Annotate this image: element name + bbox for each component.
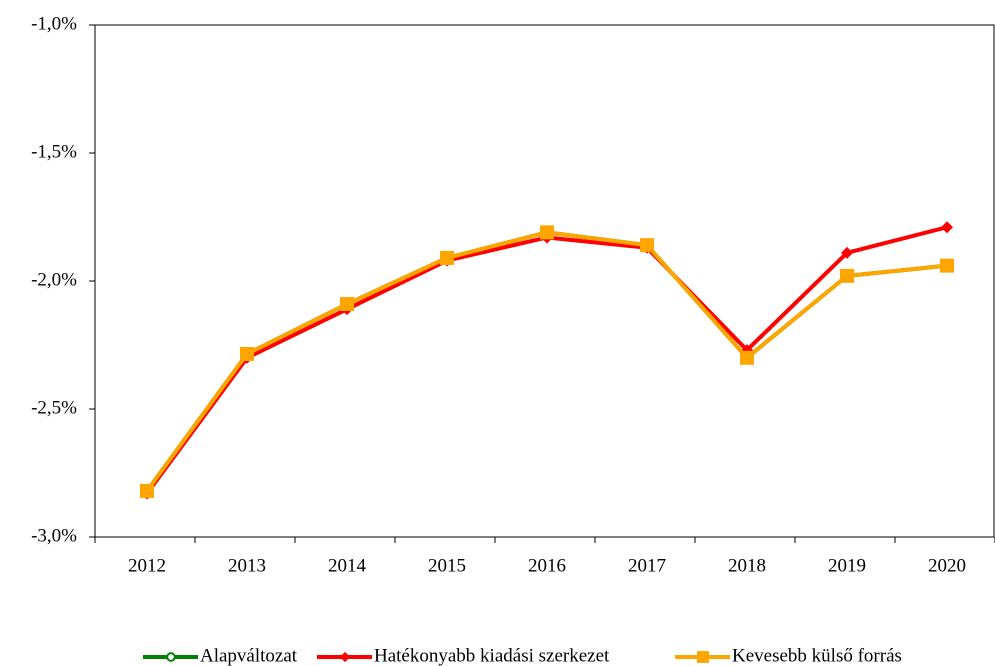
series — [141, 221, 953, 500]
marker — [841, 246, 853, 259]
line — [145, 225, 948, 495]
x-tick-label: 2018 — [728, 555, 766, 576]
legend-item: Kevesebb külső forrás — [675, 645, 902, 666]
y-tick-label: -1,0% — [31, 13, 77, 34]
marker — [640, 238, 654, 253]
legend-label: Kevesebb külső forrás — [732, 645, 902, 666]
legend-marker — [697, 651, 709, 663]
y-tick-label: -2,5% — [31, 397, 77, 418]
legend-item: Alapváltozat — [143, 645, 298, 666]
x-tick-label: 2019 — [828, 555, 866, 576]
x-tick-label: 2015 — [428, 555, 466, 576]
x-tick-label: 2016 — [528, 555, 566, 576]
legend-item: Hatékonyabb kiadási szerkezet — [317, 645, 610, 666]
legend-label: Hatékonyabb kiadási szerkezet — [374, 645, 610, 666]
x-tick-label: 2012 — [128, 555, 166, 576]
x-tick-label: 2014 — [328, 555, 367, 576]
legend-label: Alapváltozat — [200, 645, 298, 666]
marker — [240, 346, 254, 361]
marker — [941, 221, 953, 234]
x-tick-label: 2017 — [628, 555, 666, 576]
y-tick-label: -1,5% — [31, 141, 77, 162]
marker — [340, 297, 354, 312]
legend-marker — [339, 651, 351, 663]
marker — [140, 483, 154, 498]
marker — [940, 258, 954, 273]
marker — [540, 225, 554, 240]
marker — [440, 250, 454, 265]
y-tick-label: -2,0% — [31, 269, 77, 290]
series — [140, 225, 954, 498]
x-tick-label: 2020 — [928, 555, 966, 576]
y-tick-label: -3,0% — [31, 525, 77, 546]
legend-marker — [166, 652, 176, 662]
plot-area — [94, 24, 995, 538]
marker — [840, 268, 854, 283]
marker — [740, 350, 754, 365]
x-tick-label: 2013 — [228, 555, 266, 576]
